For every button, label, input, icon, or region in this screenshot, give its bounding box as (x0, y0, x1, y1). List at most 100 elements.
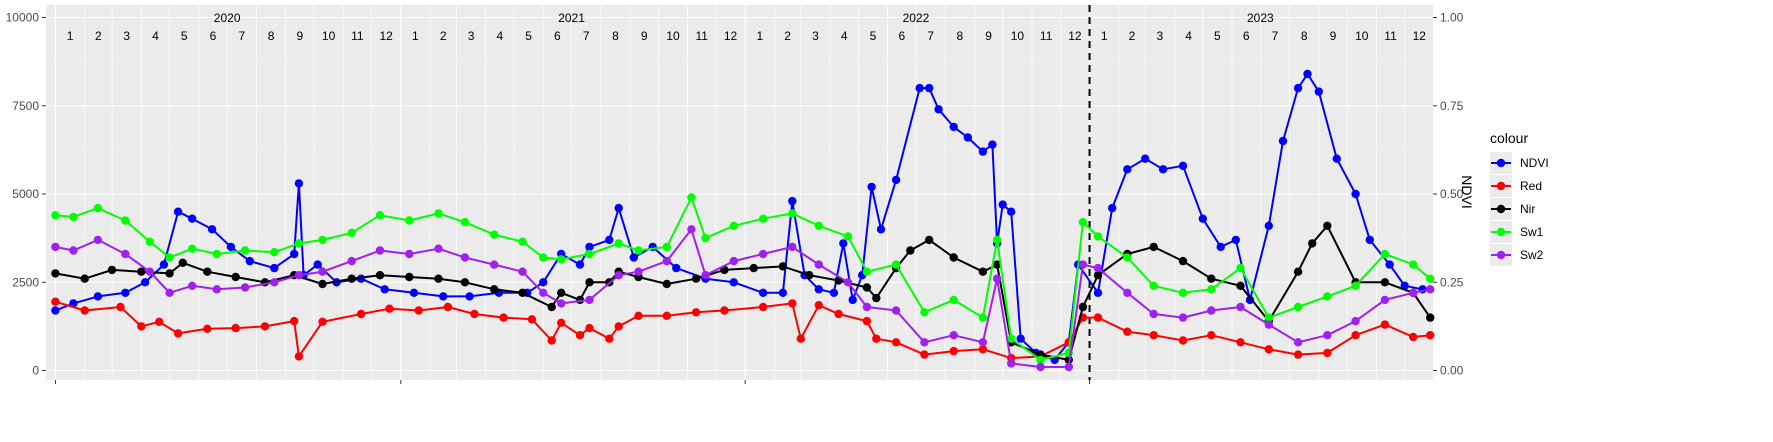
point-red (547, 336, 556, 345)
month-label: 9 (641, 29, 648, 43)
point-sw1 (460, 218, 470, 227)
point-red (614, 322, 623, 331)
month-label: 10 (666, 29, 680, 43)
point-ndvi (925, 83, 934, 93)
point-sw1 (1007, 334, 1016, 343)
point-nir (490, 285, 499, 294)
point-ndvi (1332, 154, 1342, 163)
point-sw1 (51, 211, 60, 220)
point-red (260, 322, 270, 331)
point-nir (1178, 256, 1188, 266)
point-sw2 (758, 249, 768, 259)
point-sw2 (1426, 285, 1435, 294)
point-sw1 (1178, 288, 1188, 297)
point-sw2 (862, 302, 872, 312)
point-ndvi (1016, 334, 1025, 343)
point-sw2 (1078, 260, 1088, 269)
point-ndvi (1198, 214, 1208, 223)
y2-tick-label: 0.50 (1440, 187, 1464, 201)
month-label: 3 (1157, 29, 1164, 43)
month-label: 3 (123, 29, 130, 43)
point-ndvi (963, 133, 972, 142)
point-ndvi (188, 214, 197, 223)
point-sw2 (240, 283, 250, 292)
point-nir (165, 269, 174, 278)
legend-label: Nir (1520, 202, 1535, 216)
point-ndvi (585, 242, 594, 252)
point-nir (1426, 313, 1435, 322)
point-red (155, 317, 164, 326)
month-label: 7 (927, 29, 934, 43)
month-label: 3 (468, 29, 475, 43)
point-sw2 (165, 288, 174, 297)
point-sw2 (662, 256, 671, 266)
month-label: 3 (812, 29, 819, 43)
point-nir (872, 293, 881, 303)
point-ndvi (915, 83, 924, 93)
point-sw1 (490, 230, 499, 239)
point-ndvi (1178, 161, 1188, 170)
point-sw1 (405, 216, 414, 225)
point-nir (691, 274, 701, 283)
month-label: 9 (1330, 29, 1337, 43)
month-label: 10 (1355, 29, 1369, 43)
point-ndvi (539, 278, 548, 287)
point-ndvi (848, 295, 857, 305)
month-label: 5 (870, 29, 877, 43)
point-ndvi (1231, 235, 1241, 245)
point-red (137, 322, 146, 331)
y2-tick-label: 0.25 (1440, 275, 1464, 289)
point-sw2 (270, 278, 279, 287)
point-nir (518, 288, 527, 297)
month-label: 6 (1243, 29, 1250, 43)
point-sw2 (1351, 316, 1360, 326)
point-red (527, 315, 537, 324)
point-sw1 (539, 253, 548, 262)
point-sw1 (585, 249, 594, 259)
point-ndvi (226, 242, 236, 252)
point-red (557, 318, 566, 327)
point-red (414, 306, 423, 315)
point-ndvi (978, 147, 988, 156)
point-sw2 (814, 260, 823, 269)
point-sw2 (294, 271, 304, 280)
point-ndvi (814, 285, 823, 294)
point-nir (434, 274, 443, 283)
point-sw1 (1380, 249, 1390, 259)
point-sw1 (557, 255, 566, 264)
point-nir (405, 272, 414, 282)
month-label: 4 (152, 29, 159, 43)
legend: colour NDVI Red Nir Sw1 Sw2 (1490, 130, 1549, 266)
point-ndvi (1141, 154, 1150, 163)
point-nir (925, 235, 934, 245)
year-label: 2023 (1247, 11, 1274, 25)
point-sw2 (788, 242, 797, 252)
point-red (978, 345, 988, 354)
point-sw2 (949, 331, 958, 340)
point-sw2 (460, 253, 470, 262)
point-nir (107, 265, 117, 275)
point-sw1 (93, 203, 103, 213)
point-ndvi (1123, 165, 1132, 174)
point-sw2 (992, 274, 1002, 283)
point-ndvi (1314, 87, 1324, 96)
month-label: 1 (67, 29, 74, 43)
point-ndvi (729, 278, 738, 287)
point-sw1 (1323, 292, 1332, 301)
point-ndvi (1093, 288, 1103, 297)
point-nir (978, 267, 988, 276)
point-sw1 (1123, 253, 1132, 262)
point-red (318, 317, 327, 326)
point-sw1 (121, 216, 130, 225)
point-sw2 (891, 306, 901, 315)
month-label: 11 (1384, 29, 1397, 43)
point-ndvi (140, 278, 150, 287)
point-nir (375, 271, 385, 280)
point-red (1149, 331, 1158, 340)
point-nir (1380, 278, 1390, 287)
point-sw2 (1380, 295, 1390, 305)
point-sw1 (920, 308, 929, 317)
point-red (788, 299, 797, 308)
point-ndvi (380, 285, 389, 294)
point-sw1 (978, 313, 988, 322)
